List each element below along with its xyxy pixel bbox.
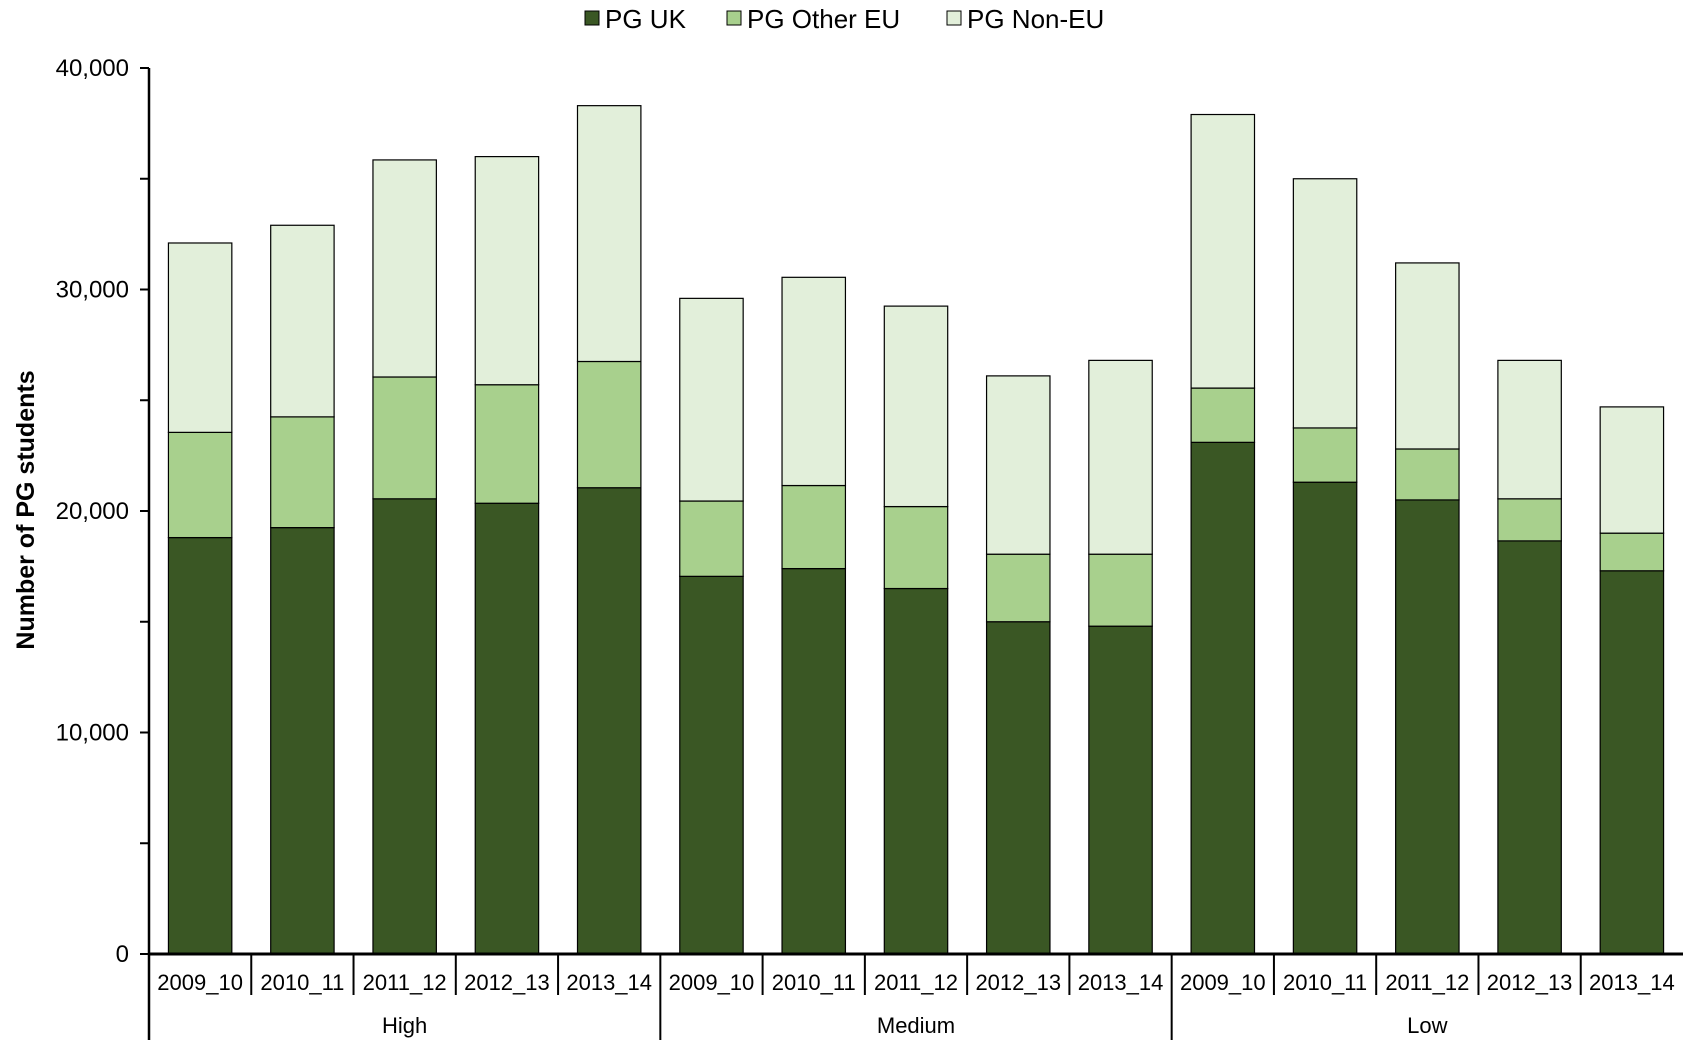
- bar-segment-pg-non-eu: [1395, 262, 1460, 450]
- bar-segment-pg-non-eu: [1599, 406, 1665, 534]
- x-tick-label: 2009_10: [1180, 970, 1266, 995]
- bar-segment-pg-uk: [1088, 625, 1153, 955]
- bar-segment-pg-other-eu: [1497, 498, 1562, 542]
- x-tick-label: 2013_14: [1589, 970, 1675, 995]
- bar-segment-pg-uk: [1599, 570, 1665, 955]
- x-tick-label: 2012_13: [464, 970, 550, 995]
- bar-segment-pg-other-eu: [1088, 553, 1153, 627]
- group-label: High: [382, 1013, 427, 1038]
- bar-segment-pg-other-eu: [1395, 448, 1460, 501]
- bar-segment-pg-other-eu: [167, 431, 233, 539]
- legend-item: PG Other EU: [726, 4, 900, 34]
- y-axis: 0 10,000 20,000 30,000 40,000: [56, 55, 151, 1040]
- bar-segment-pg-other-eu: [985, 553, 1051, 623]
- bar-segment-pg-non-eu: [1088, 359, 1153, 555]
- bar-segment-pg-uk: [474, 502, 540, 955]
- bar-segment-pg-other-eu: [270, 416, 335, 529]
- bars: [167, 105, 1665, 955]
- bar-segment-pg-uk: [679, 575, 744, 955]
- bar-segment-pg-uk: [270, 527, 335, 955]
- bar-segment-pg-non-eu: [576, 105, 642, 363]
- legend: PG UK PG Other EU PG Non-EU: [584, 4, 1104, 34]
- bar-segment-pg-other-eu: [474, 384, 540, 504]
- legend-swatch: [584, 10, 600, 26]
- bar-segment-pg-non-eu: [167, 242, 233, 433]
- bar-segment-pg-non-eu: [270, 224, 335, 418]
- bar-segment-pg-uk: [781, 567, 847, 955]
- x-tick-label: 2010_11: [1283, 970, 1367, 995]
- bar-segment-pg-other-eu: [883, 505, 949, 590]
- x-tick-label: 2011_12: [363, 970, 447, 995]
- bar-segment-pg-non-eu: [1292, 178, 1358, 429]
- y-tick-label: 30,000: [56, 277, 129, 304]
- x-tick-label: 2009_10: [157, 970, 243, 995]
- bar-segment-pg-uk: [1190, 441, 1256, 955]
- bar-segment-pg-non-eu: [1190, 113, 1256, 389]
- bar-segment-pg-uk: [372, 498, 437, 955]
- bar-segment-pg-other-eu: [1292, 427, 1358, 483]
- x-tick-label: 2010_11: [772, 970, 856, 995]
- bar-segment-pg-other-eu: [372, 376, 437, 500]
- legend-label: PG Other EU: [747, 4, 900, 34]
- y-tick-label: 10,000: [56, 720, 129, 747]
- bar-segment-pg-uk: [576, 487, 642, 955]
- legend-label: PG Non-EU: [967, 4, 1104, 34]
- y-tick-label: 20,000: [56, 498, 129, 525]
- bar-segment-pg-uk: [1395, 499, 1460, 955]
- y-tick-label: 0: [116, 941, 129, 968]
- group-label: Medium: [877, 1013, 955, 1038]
- bar-segment-pg-other-eu: [679, 500, 744, 577]
- y-axis-label: Number of PG students: [12, 370, 40, 649]
- bar-segment-pg-non-eu: [1497, 359, 1562, 500]
- x-tick-label: 2010_11: [260, 970, 344, 995]
- x-axis: 2009_10 2010_11 2011_12 2012_13 2013_14 2009_…: [149, 952, 1683, 1040]
- bar-segment-pg-non-eu: [474, 156, 540, 386]
- legend-swatch: [946, 10, 962, 26]
- x-tick-label: 2013_14: [1078, 970, 1164, 995]
- legend-item: PG UK: [584, 4, 687, 34]
- bar-segment-pg-non-eu: [883, 305, 949, 508]
- bar-segment-pg-non-eu: [781, 276, 847, 487]
- x-tick-label: 2012_13: [975, 970, 1061, 995]
- bar-segment-pg-uk: [1497, 540, 1562, 955]
- bar-segment-pg-other-eu: [1190, 387, 1256, 443]
- x-tick-label: 2012_13: [1487, 970, 1573, 995]
- bar-segment-pg-other-eu: [781, 484, 847, 570]
- bar-segment-pg-uk: [1292, 481, 1358, 955]
- bar-segment-pg-uk: [985, 621, 1051, 955]
- x-tick-label: 2013_14: [566, 970, 652, 995]
- legend-item: PG Non-EU: [946, 4, 1104, 34]
- x-tick-label: 2011_12: [874, 970, 958, 995]
- group-label: Low: [1407, 1013, 1447, 1038]
- bar-segment-pg-uk: [883, 587, 949, 955]
- x-tick-label: 2009_10: [669, 970, 755, 995]
- bar-segment-pg-uk: [167, 536, 233, 955]
- x-tick-label: 2011_12: [1385, 970, 1469, 995]
- bar-segment-pg-other-eu: [1599, 532, 1665, 572]
- bar-segment-pg-non-eu: [679, 297, 744, 502]
- y-tick-label: 40,000: [56, 55, 129, 82]
- legend-swatch: [726, 10, 742, 26]
- legend-label: PG UK: [605, 4, 687, 34]
- bar-segment-pg-non-eu: [372, 159, 437, 378]
- bar-segment-pg-non-eu: [985, 375, 1051, 555]
- bar-segment-pg-other-eu: [576, 360, 642, 489]
